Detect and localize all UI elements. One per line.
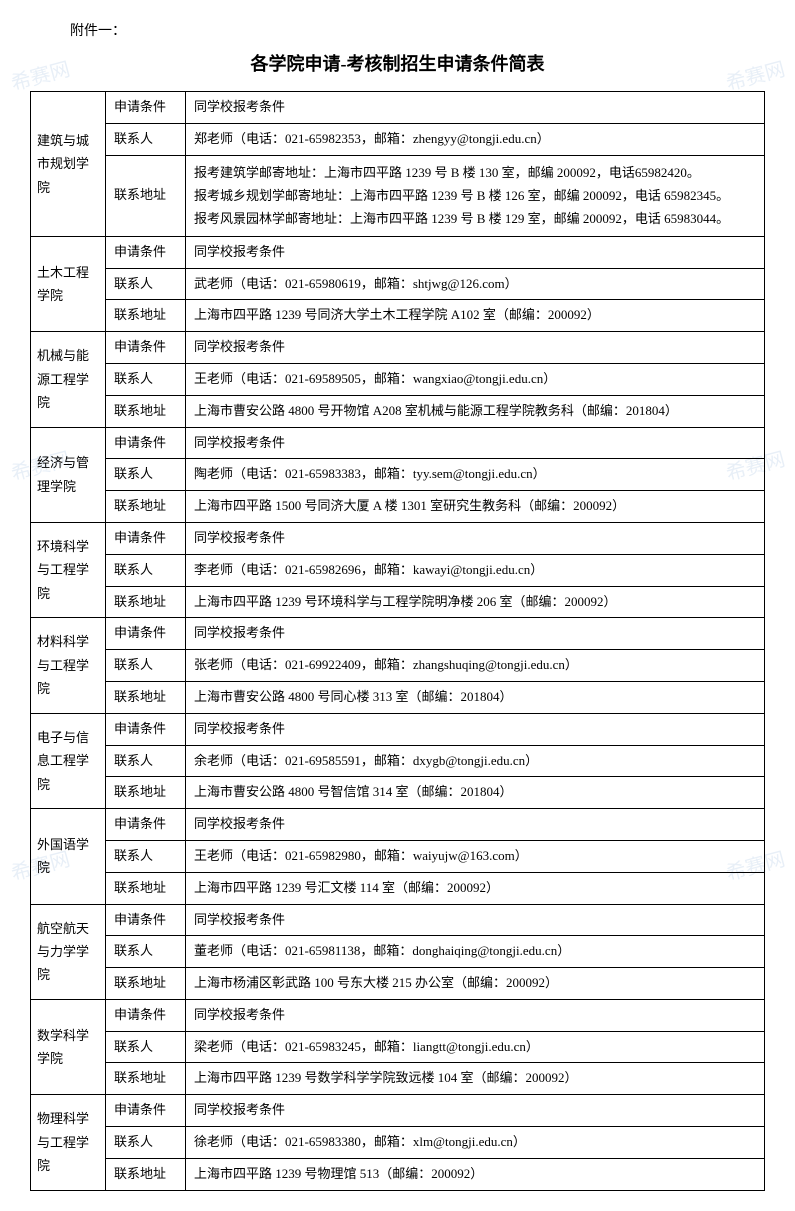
field-label-contact: 联系人 [106, 459, 186, 491]
field-value-contact: 董老师（电话：021-65981138，邮箱：donghaiqing@tongj… [186, 936, 765, 968]
field-value-conditions: 同学校报考条件 [186, 999, 765, 1031]
field-label-contact: 联系人 [106, 650, 186, 682]
field-value-address: 上海市四平路 1239 号汇文楼 114 室（邮编：200092） [186, 872, 765, 904]
field-value-conditions: 同学校报考条件 [186, 92, 765, 124]
field-value-contact: 余老师（电话：021-69585591，邮箱：dxygb@tongji.edu.… [186, 745, 765, 777]
field-label-conditions: 申请条件 [106, 999, 186, 1031]
college-name: 土木工程学院 [31, 236, 106, 331]
attachment-label: 附件一： [30, 20, 765, 40]
field-value-contact: 郑老师（电话：021-65982353，邮箱：zhengyy@tongji.ed… [186, 123, 765, 155]
field-label-address: 联系地址 [106, 872, 186, 904]
college-name: 航空航天与力学学院 [31, 904, 106, 999]
colleges-table: 建筑与城市规划学院申请条件同学校报考条件联系人郑老师（电话：021-659823… [30, 91, 765, 1191]
field-label-address: 联系地址 [106, 491, 186, 523]
field-label-conditions: 申请条件 [106, 236, 186, 268]
field-label-address: 联系地址 [106, 968, 186, 1000]
field-value-contact: 武老师（电话：021-65980619，邮箱：shtjwg@126.com） [186, 268, 765, 300]
college-name: 机械与能源工程学院 [31, 332, 106, 427]
college-name: 电子与信息工程学院 [31, 713, 106, 808]
field-value-address: 报考建筑学邮寄地址：上海市四平路 1239 号 B 楼 130 室，邮编 200… [186, 155, 765, 236]
field-label-contact: 联系人 [106, 363, 186, 395]
field-label-conditions: 申请条件 [106, 1095, 186, 1127]
field-value-conditions: 同学校报考条件 [186, 618, 765, 650]
field-label-contact: 联系人 [106, 840, 186, 872]
field-value-contact: 王老师（电话：021-69589505，邮箱：wangxiao@tongji.e… [186, 363, 765, 395]
field-value-conditions: 同学校报考条件 [186, 904, 765, 936]
field-value-address: 上海市曹安公路 4800 号同心楼 313 室（邮编：201804） [186, 681, 765, 713]
college-name: 材料科学与工程学院 [31, 618, 106, 713]
field-value-conditions: 同学校报考条件 [186, 809, 765, 841]
field-label-address: 联系地址 [106, 300, 186, 332]
field-value-conditions: 同学校报考条件 [186, 713, 765, 745]
college-name: 数学科学学院 [31, 999, 106, 1094]
field-value-conditions: 同学校报考条件 [186, 332, 765, 364]
field-label-address: 联系地址 [106, 395, 186, 427]
field-value-contact: 李老师（电话：021-65982696，邮箱：kawayi@tongji.edu… [186, 554, 765, 586]
college-name: 建筑与城市规划学院 [31, 92, 106, 237]
field-label-address: 联系地址 [106, 681, 186, 713]
field-label-conditions: 申请条件 [106, 332, 186, 364]
field-value-address: 上海市杨浦区彰武路 100 号东大楼 215 办公室（邮编：200092） [186, 968, 765, 1000]
field-label-contact: 联系人 [106, 745, 186, 777]
field-label-conditions: 申请条件 [106, 904, 186, 936]
field-label-contact: 联系人 [106, 1031, 186, 1063]
college-name: 物理科学与工程学院 [31, 1095, 106, 1190]
field-label-conditions: 申请条件 [106, 809, 186, 841]
field-value-address: 上海市四平路 1239 号环境科学与工程学院明净楼 206 室（邮编：20009… [186, 586, 765, 618]
college-name: 外国语学院 [31, 809, 106, 904]
field-value-contact: 张老师（电话：021-69922409，邮箱：zhangshuqing@tong… [186, 650, 765, 682]
field-value-address: 上海市四平路 1239 号同济大学土木工程学院 A102 室（邮编：200092… [186, 300, 765, 332]
college-name: 经济与管理学院 [31, 427, 106, 522]
field-value-contact: 徐老师（电话：021-65983380，邮箱：xlm@tongji.edu.cn… [186, 1127, 765, 1159]
field-label-contact: 联系人 [106, 1127, 186, 1159]
field-label-address: 联系地址 [106, 1158, 186, 1190]
field-label-address: 联系地址 [106, 1063, 186, 1095]
page-title: 各学院申请-考核制招生申请条件简表 [30, 50, 765, 76]
field-label-contact: 联系人 [106, 554, 186, 586]
field-value-conditions: 同学校报考条件 [186, 1095, 765, 1127]
field-label-conditions: 申请条件 [106, 427, 186, 459]
field-value-address: 上海市曹安公路 4800 号开物馆 A208 室机械与能源工程学院教务科（邮编：… [186, 395, 765, 427]
field-value-conditions: 同学校报考条件 [186, 427, 765, 459]
field-label-address: 联系地址 [106, 777, 186, 809]
field-value-contact: 陶老师（电话：021-65983383，邮箱：tyy.sem@tongji.ed… [186, 459, 765, 491]
field-label-address: 联系地址 [106, 586, 186, 618]
field-label-address: 联系地址 [106, 155, 186, 236]
field-label-conditions: 申请条件 [106, 92, 186, 124]
field-label-conditions: 申请条件 [106, 618, 186, 650]
field-value-contact: 王老师（电话：021-65982980，邮箱：waiyujw@163.com） [186, 840, 765, 872]
field-value-contact: 梁老师（电话：021-65983245，邮箱：liangtt@tongji.ed… [186, 1031, 765, 1063]
field-value-conditions: 同学校报考条件 [186, 522, 765, 554]
field-value-conditions: 同学校报考条件 [186, 236, 765, 268]
field-value-address: 上海市四平路 1500 号同济大厦 A 楼 1301 室研究生教务科（邮编：20… [186, 491, 765, 523]
field-label-contact: 联系人 [106, 936, 186, 968]
field-label-conditions: 申请条件 [106, 713, 186, 745]
field-value-address: 上海市曹安公路 4800 号智信馆 314 室（邮编：201804） [186, 777, 765, 809]
field-label-contact: 联系人 [106, 268, 186, 300]
field-label-conditions: 申请条件 [106, 522, 186, 554]
field-value-address: 上海市四平路 1239 号物理馆 513（邮编：200092） [186, 1158, 765, 1190]
college-name: 环境科学与工程学院 [31, 522, 106, 617]
field-value-address: 上海市四平路 1239 号数学科学学院致远楼 104 室（邮编：200092） [186, 1063, 765, 1095]
field-label-contact: 联系人 [106, 123, 186, 155]
